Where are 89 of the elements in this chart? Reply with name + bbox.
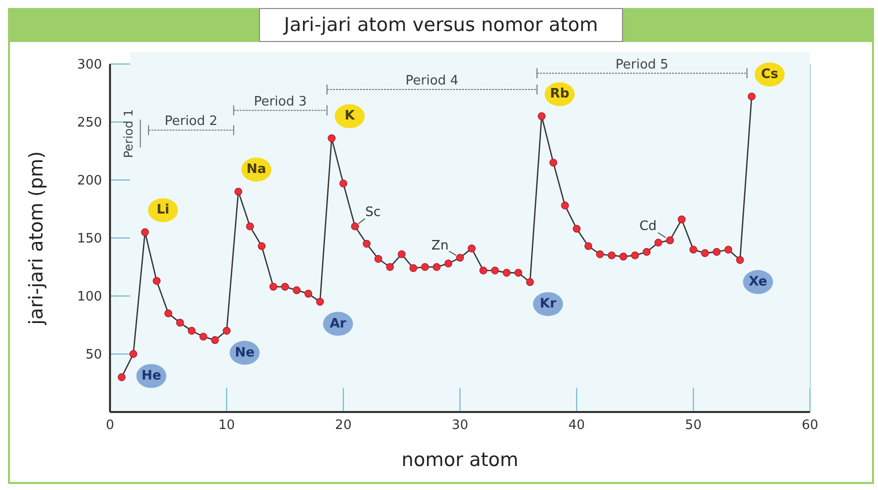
point: [374, 254, 382, 263]
x-tick-label: 50: [685, 418, 702, 434]
point: [188, 326, 196, 335]
point: [339, 180, 348, 188]
point: [736, 256, 744, 264]
point: [479, 266, 488, 274]
x-tick-label: 0: [106, 418, 114, 434]
point: [538, 112, 546, 120]
annotation: Cd: [639, 218, 657, 234]
x-tick-label: 10: [218, 418, 235, 434]
annotation: Zn: [431, 238, 449, 254]
point: [351, 222, 359, 230]
point: [712, 248, 721, 256]
annotation: Period 2: [164, 114, 218, 130]
point: [386, 263, 394, 271]
point: [222, 326, 231, 335]
point: [444, 260, 452, 268]
point: [526, 278, 534, 286]
point: [421, 263, 429, 271]
point: [596, 250, 604, 258]
annotation: Period 5: [616, 57, 668, 72]
annotation: Ne: [234, 345, 255, 360]
annotation: Cs: [761, 66, 779, 82]
x-tick-label: 40: [568, 418, 585, 434]
y-tick-label: 150: [77, 232, 102, 247]
x-tick-label: 60: [802, 418, 818, 434]
point: [468, 244, 476, 252]
point: [549, 158, 558, 166]
x-axis-title: nomor atom: [402, 449, 518, 471]
point: [584, 242, 592, 250]
annotation: Sc: [365, 204, 381, 220]
point: [701, 249, 709, 257]
x-tick-label: 20: [335, 418, 352, 434]
point: [176, 318, 184, 327]
y-tick-label: 100: [77, 290, 102, 305]
annotation: Xe: [748, 274, 768, 290]
point: [234, 188, 242, 196]
point: [456, 254, 464, 262]
annotation: Period 4: [406, 74, 458, 89]
annotation: Rb: [550, 86, 570, 102]
y-axis-title: jari-jari atom (pm): [26, 151, 48, 326]
point: [316, 298, 324, 306]
point: [572, 224, 581, 233]
annotation: Kr: [540, 296, 557, 312]
point: [281, 282, 289, 291]
point: [246, 222, 254, 230]
point: [561, 202, 569, 210]
point: [432, 263, 441, 271]
point: [211, 336, 219, 344]
annotation: Period 3: [254, 94, 307, 110]
point: [398, 250, 406, 258]
y-tick-label: 250: [77, 116, 102, 131]
annotation: Period 1: [121, 109, 136, 158]
y-tick-label: 300: [77, 58, 102, 73]
point: [409, 264, 418, 272]
annotation: Li: [156, 202, 170, 218]
point: [654, 238, 662, 247]
point: [666, 236, 674, 244]
chart-title: Jari-jari atom versus nomor atom: [259, 8, 624, 42]
point: [724, 246, 732, 254]
annotation: K: [344, 108, 356, 124]
point: [152, 277, 161, 285]
point: [642, 248, 651, 256]
point: [631, 252, 639, 260]
point: [269, 282, 278, 291]
point: [164, 310, 172, 318]
point: [362, 240, 371, 248]
annotation: He: [141, 368, 162, 384]
point: [514, 268, 522, 277]
y-tick-label: 200: [77, 174, 102, 189]
point: [258, 242, 266, 250]
point: [619, 252, 628, 260]
point: [689, 246, 698, 254]
point: [608, 252, 616, 260]
point: [199, 332, 208, 340]
point: [491, 266, 499, 274]
y-tick-label: 50: [85, 348, 102, 363]
point: [328, 134, 336, 142]
point: [292, 286, 301, 294]
point: [118, 373, 126, 382]
point: [141, 228, 149, 236]
annotation: Na: [246, 162, 266, 178]
point: [748, 92, 756, 100]
x-tick-label: 30: [452, 418, 468, 434]
point: [678, 216, 686, 224]
point: [129, 350, 138, 358]
annotation: Ar: [330, 316, 347, 332]
point: [304, 290, 312, 298]
point: [502, 268, 511, 277]
